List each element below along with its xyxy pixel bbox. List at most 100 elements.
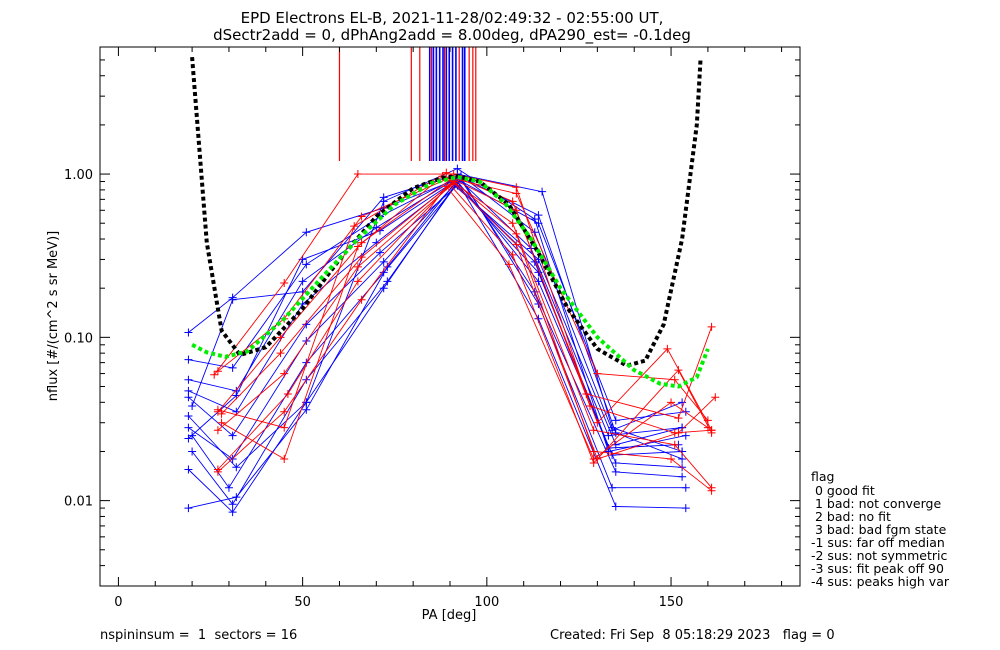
red-trace-point (504, 260, 513, 269)
blue-trace-point (379, 284, 388, 293)
blue-trace-point (453, 164, 462, 173)
red-trace-point (276, 333, 285, 342)
blue-trace-point (184, 434, 193, 443)
red-trace-point (589, 426, 598, 435)
legend-item: -1 sus: far off median (811, 535, 945, 550)
red-trace-point (711, 393, 720, 402)
red-trace-point (667, 454, 676, 463)
blue-trace-point (678, 398, 687, 407)
red-trace-point (353, 277, 362, 286)
red-trace-point (357, 238, 366, 247)
legend-item: -2 sus: not symmetric (811, 548, 947, 563)
blue-trace-point (383, 262, 392, 271)
red-trace-point (280, 369, 289, 378)
red-trace-point (283, 389, 292, 398)
red-trace-point (512, 240, 521, 249)
blue-trace-line (191, 179, 683, 489)
blue-trace-point (538, 187, 547, 196)
red-trace-point (280, 423, 289, 432)
blue-trace-point (188, 401, 197, 410)
red-trace-point (674, 428, 683, 437)
red-trace-point (667, 398, 676, 407)
blue-trace-point (681, 504, 690, 513)
y-axis-label: nflux [#/(cm^2 s sr MeV)] (46, 231, 61, 401)
red-trace-point (670, 440, 679, 449)
green-fit-curve (191, 174, 710, 389)
red-trace-point (707, 322, 716, 331)
legend-item: 0 good fit (811, 483, 875, 498)
red-trace-point (280, 454, 289, 463)
x-tick-label: 50 (294, 595, 311, 610)
red-trace-point (593, 369, 602, 378)
red-trace-point (280, 407, 289, 416)
blue-trace-point (228, 500, 237, 509)
red-trace-point (707, 486, 716, 495)
blue-trace-line (188, 177, 683, 437)
red-trace-point (707, 426, 716, 435)
red-trace-line (213, 173, 713, 419)
legend-item: -3 sus: fit peak off 90 (811, 561, 944, 576)
legend-item: -4 sus: peaks high var (811, 574, 950, 589)
x-axis-label: PA [deg] (422, 608, 477, 623)
red-trace-point (213, 367, 222, 376)
red-trace-point (353, 262, 362, 271)
blue-trace-point (681, 483, 690, 492)
blue-trace-point (611, 428, 620, 437)
red-trace-point (446, 180, 454, 189)
blue-trace-point (232, 493, 241, 502)
red-trace-point (217, 418, 226, 427)
red-trace-point (670, 375, 679, 384)
red-trace-point (512, 229, 521, 238)
footer-left: nspininsum = 1 sectors = 16 (100, 628, 297, 643)
red-trace-point (508, 250, 517, 259)
blue-trace-line (188, 184, 683, 509)
y-tick-label: 0.01 (64, 495, 93, 510)
red-trace-point (442, 182, 451, 191)
red-trace-point (512, 189, 521, 198)
blue-trace-point (184, 423, 193, 432)
blue-trace-point (298, 277, 307, 286)
red-trace-point (508, 197, 517, 206)
footer-right: Created: Fri Sep 8 05:18:29 2023 flag = … (550, 628, 835, 643)
blue-trace-point (302, 320, 311, 329)
chart-subtitle: dSectr2add = 0, dPhAng2add = 8.00deg, dP… (213, 26, 691, 45)
black-fit-curve (190, 56, 703, 368)
legend-item: 1 bad: not converge (811, 496, 941, 511)
red-trace-point (210, 370, 219, 379)
blue-trace-point (184, 465, 193, 474)
red-trace-line (217, 177, 712, 434)
blue-trace-point (383, 277, 392, 286)
blue-trace-line (191, 173, 683, 452)
red-trace-point (508, 219, 517, 228)
red-trace-point (280, 279, 289, 288)
red-trace-point (213, 467, 222, 476)
blue-trace-point (184, 504, 193, 513)
red-trace-line (217, 185, 709, 473)
red-trace-point (276, 349, 285, 358)
blue-trace-point (604, 447, 613, 456)
blue-trace-line (188, 168, 686, 468)
red-trace-point (357, 212, 366, 221)
blue-trace-point (534, 211, 543, 220)
blue-trace-point (678, 454, 687, 463)
blue-trace-point (184, 355, 193, 364)
blue-trace-point (530, 215, 539, 224)
blue-trace-point (611, 458, 620, 467)
blue-trace-point (228, 431, 237, 440)
flag-legend: flag 0 good fit 1 bad: not converge 2 ba… (811, 469, 950, 589)
blue-trace-point (302, 228, 311, 237)
blue-trace-point (681, 407, 690, 416)
blue-trace-point (611, 467, 620, 476)
red-trace-point (357, 295, 366, 304)
red-trace-point (593, 418, 602, 427)
blue-trace-point (379, 197, 388, 206)
blue-trace-point (379, 257, 388, 266)
red-trace-point (589, 454, 598, 463)
legend-item: 3 bad: bad fgm state (811, 522, 947, 537)
data-traces (184, 164, 720, 517)
chart-title: EPD Electrons EL-B, 2021-11-28/02:49:32 … (241, 9, 664, 27)
blue-trace-point (228, 363, 237, 372)
fit-curves (190, 56, 710, 389)
blue-trace-line (188, 181, 679, 449)
blue-trace-point (228, 508, 237, 517)
